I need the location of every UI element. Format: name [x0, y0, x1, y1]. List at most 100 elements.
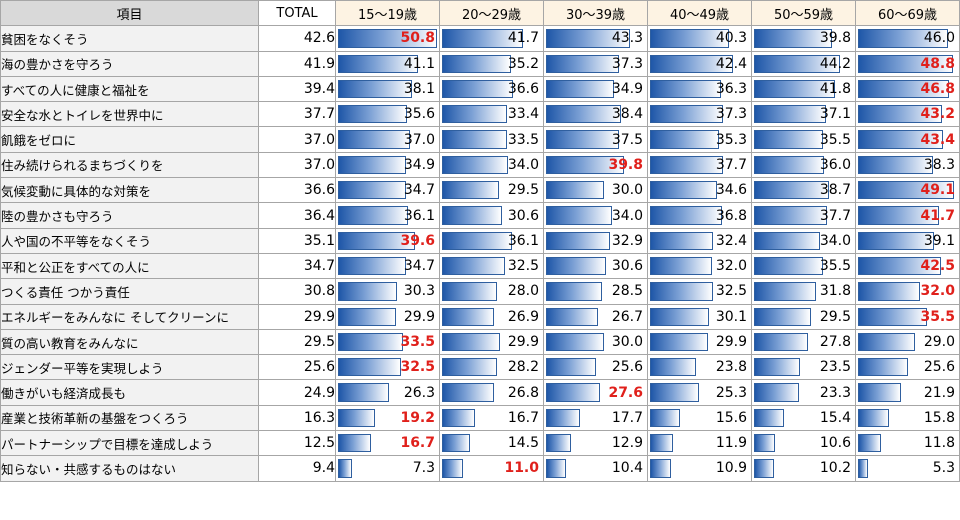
bar-value-label: 30.6	[611, 258, 643, 275]
row-label: 平和と公正をすべての人に	[0, 252, 259, 280]
bar-mark	[650, 459, 672, 478]
bar-cell: 40.3	[647, 25, 752, 52]
bar-mark	[754, 383, 800, 402]
row-label: ジェンダー平等を実現しよう	[0, 354, 259, 381]
table-row: 産業と技術革新の基盤をつくろう 16.3 19.2 16.7 17.7 15.6 15.4 1…	[0, 404, 960, 432]
bar-value-label: 41.7	[507, 30, 539, 47]
bar-value-label: 35.2	[507, 55, 539, 72]
bar-cell: 29.9	[647, 328, 752, 356]
bar-cell: 35.5	[751, 252, 856, 280]
bar-cell: 10.4	[543, 455, 648, 482]
bar-cell: 42.5	[855, 252, 960, 280]
bar-value-label: 7.3	[412, 460, 435, 477]
bar-value-label: 25.6	[923, 359, 955, 376]
bar-cell: 46.0	[855, 25, 960, 52]
bar-cell: 34.0	[751, 227, 856, 254]
bar-value-label: 34.0	[819, 232, 851, 249]
bar-cell: 21.9	[855, 379, 960, 406]
bar-value-label: 15.8	[923, 409, 955, 426]
bar-cell: 10.9	[647, 455, 752, 482]
total-value: 39.4	[258, 75, 336, 103]
bar-mark	[546, 307, 599, 326]
bar-mark	[858, 181, 954, 200]
row-label: 質の高い教育をみんなに	[0, 328, 259, 356]
bar-mark	[546, 155, 624, 175]
bar-mark	[442, 130, 508, 149]
total-value: 37.0	[258, 126, 336, 153]
bar-value-label: 43.2	[920, 106, 955, 123]
bar-mark	[338, 29, 437, 48]
bar-value-label: 37.5	[611, 131, 643, 148]
bar-value-label: 19.2	[400, 409, 435, 426]
bar-value-label: 25.6	[611, 359, 643, 376]
bar-value-label: 34.9	[403, 156, 435, 173]
total-value: 9.4	[258, 455, 336, 482]
table-row: 気候変動に具体的な対策を 36.6 34.7 29.5 30.0 34.6 38.7 49.1	[0, 177, 960, 204]
bar-cell: 34.0	[439, 151, 544, 179]
bar-value-label: 30.1	[715, 308, 747, 325]
bar-value-label: 10.9	[715, 460, 747, 477]
bar-value-label: 10.6	[819, 435, 851, 452]
bar-mark	[338, 383, 390, 402]
bar-value-label: 34.7	[403, 258, 435, 275]
bar-mark	[442, 383, 495, 402]
bar-value-label: 10.4	[611, 460, 643, 477]
bar-mark	[442, 307, 495, 326]
bar-cell: 32.9	[543, 227, 648, 254]
total-value: 12.5	[258, 430, 336, 457]
bar-value-label: 36.8	[715, 207, 747, 224]
bar-value-label: 32.5	[507, 258, 539, 275]
bar-value-label: 28.0	[507, 283, 539, 300]
bar-cell: 38.1	[335, 75, 440, 103]
bar-mark	[442, 54, 511, 73]
bar-mark	[858, 332, 915, 352]
bar-mark	[338, 54, 419, 73]
bar-mark	[858, 282, 921, 301]
bar-mark	[650, 206, 722, 225]
bar-cell: 37.7	[647, 151, 752, 179]
bar-cell: 30.3	[335, 278, 440, 305]
bar-mark	[858, 206, 940, 225]
total-value: 16.3	[258, 404, 336, 432]
bar-cell: 37.5	[543, 126, 648, 153]
bar-cell: 50.8	[335, 25, 440, 52]
bar-cell: 33.4	[439, 101, 544, 128]
bar-mark	[442, 206, 502, 225]
bar-value-label: 23.8	[715, 359, 747, 376]
bar-mark	[546, 206, 613, 225]
bar-cell: 12.9	[543, 430, 648, 457]
bar-mark	[754, 256, 824, 276]
bar-mark	[650, 130, 719, 149]
total-value: 29.9	[258, 303, 336, 330]
bar-mark	[650, 282, 714, 301]
bar-value-label: 33.4	[507, 106, 539, 123]
bar-cell: 34.7	[335, 177, 440, 204]
bar-cell: 17.7	[543, 404, 648, 432]
bar-value-label: 34.0	[507, 156, 539, 173]
bar-mark	[754, 29, 832, 48]
table-row: 質の高い教育をみんなに 29.5 33.5 29.9 30.0 29.9 27.8 29.0	[0, 328, 960, 356]
row-label: 安全な水とトイレを世界中に	[0, 101, 259, 128]
bar-value-label: 36.3	[715, 81, 747, 98]
bar-mark	[442, 434, 471, 453]
bar-value-label: 30.0	[611, 182, 643, 199]
bar-mark	[546, 105, 621, 124]
bar-cell: 26.3	[335, 379, 440, 406]
bar-value-label: 27.8	[819, 334, 851, 350]
bar-mark	[546, 130, 620, 149]
bar-value-label: 17.7	[611, 409, 643, 426]
bar-mark	[338, 332, 404, 352]
bar-cell: 39.8	[543, 151, 648, 179]
table-body: 貧困をなくそう 42.6 50.8 41.7 43.3 40.3 39.8 46.0 海の豊かさ…	[0, 25, 960, 482]
bar-mark	[546, 434, 572, 453]
bar-value-label: 14.5	[507, 435, 539, 452]
bar-value-label: 37.0	[403, 131, 435, 148]
sdg-crosstab-table: 項目 TOTAL 15～19歳 20～29歳 30～39歳 40～49歳 50～…	[0, 0, 960, 482]
bar-mark	[858, 79, 950, 99]
bar-value-label: 37.7	[715, 156, 747, 173]
bar-cell: 26.8	[439, 379, 544, 406]
table-row: 海の豊かさを守ろう 41.9 41.1 35.2 37.3 42.4 44.2 48.8	[0, 50, 960, 77]
bar-mark	[754, 358, 800, 377]
bar-value-label: 10.2	[819, 460, 851, 477]
bar-mark	[338, 206, 409, 225]
